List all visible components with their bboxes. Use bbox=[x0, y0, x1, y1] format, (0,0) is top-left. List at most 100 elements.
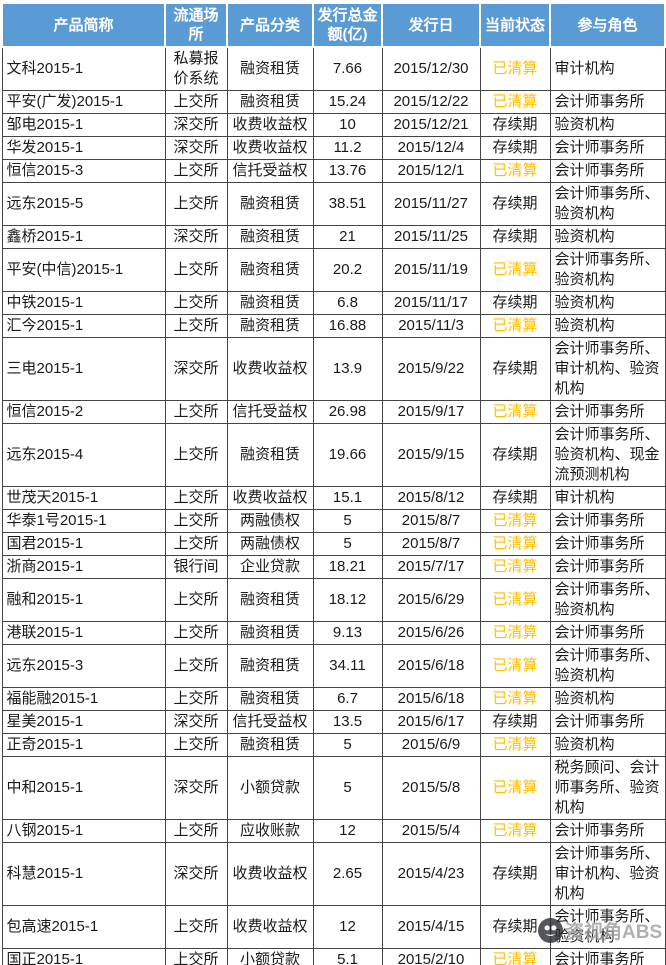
cell-venue: 深交所 bbox=[164, 842, 228, 906]
cell-roles: 验资机构 bbox=[549, 225, 666, 249]
cell-status: 已清算 bbox=[479, 733, 551, 757]
cell-product-name: 平安(广发)2015-1 bbox=[1, 90, 166, 114]
cell-venue: 上交所 bbox=[164, 159, 228, 183]
cell-status: 存续期 bbox=[479, 113, 551, 137]
table-row: 汇今2015-1 上交所 融资租赁 16.88 2015/11/3 已清算 验资… bbox=[1, 314, 666, 338]
cell-venue: 上交所 bbox=[164, 578, 228, 622]
cell-roles: 验资机构 bbox=[549, 113, 666, 137]
cell-venue: 上交所 bbox=[164, 687, 228, 711]
cell-issue-date: 2015/12/21 bbox=[381, 113, 481, 137]
cell-status: 已清算 bbox=[479, 400, 551, 424]
cell-issue-date: 2015/6/18 bbox=[381, 687, 481, 711]
cell-product-name: 包高速2015-1 bbox=[1, 905, 166, 949]
cell-category: 信托受益权 bbox=[226, 159, 314, 183]
table-row: 平安(中信)2015-1 上交所 融资租赁 20.2 2015/11/19 已清… bbox=[1, 248, 666, 292]
cell-category: 收费收益权 bbox=[226, 842, 314, 906]
table-row: 包高速2015-1 上交所 收费收益权 12 2015/4/15 存续期 会计师… bbox=[1, 905, 666, 949]
cell-issue-date: 2015/8/7 bbox=[381, 532, 481, 556]
cell-roles: 会计师事务所 bbox=[549, 948, 666, 965]
col-header-status: 当前状态 bbox=[479, 2, 551, 48]
cell-roles: 会计师事务所、验资机构、现金流预测机构 bbox=[549, 423, 666, 487]
cell-issue-date: 2015/8/12 bbox=[381, 486, 481, 510]
cell-product-name: 中铁2015-1 bbox=[1, 291, 166, 315]
cell-venue: 上交所 bbox=[164, 423, 228, 487]
cell-roles: 会计师事务所 bbox=[549, 509, 666, 533]
cell-amount: 5 bbox=[312, 756, 383, 820]
table-row: 福能融2015-1 上交所 融资租赁 6.7 2015/6/18 已清算 验资机… bbox=[1, 687, 666, 711]
cell-category: 融资租赁 bbox=[226, 225, 314, 249]
cell-venue: 深交所 bbox=[164, 337, 228, 401]
cell-issue-date: 2015/9/15 bbox=[381, 423, 481, 487]
cell-venue: 上交所 bbox=[164, 733, 228, 757]
cell-roles: 会计师事务所 bbox=[549, 136, 666, 160]
cell-product-name: 文科2015-1 bbox=[1, 46, 166, 91]
cell-category: 融资租赁 bbox=[226, 621, 314, 645]
cell-venue: 深交所 bbox=[164, 756, 228, 820]
cell-venue: 上交所 bbox=[164, 291, 228, 315]
cell-venue: 上交所 bbox=[164, 948, 228, 965]
cell-issue-date: 2015/4/23 bbox=[381, 842, 481, 906]
cell-product-name: 汇今2015-1 bbox=[1, 314, 166, 338]
table-row: 华泰1号2015-1 上交所 两融债权 5 2015/8/7 已清算 会计师事务… bbox=[1, 509, 666, 533]
cell-category: 融资租赁 bbox=[226, 423, 314, 487]
cell-roles: 会计师事务所、验资机构 bbox=[549, 578, 666, 622]
cell-status: 已清算 bbox=[479, 46, 551, 91]
cell-amount: 34.11 bbox=[312, 644, 383, 688]
cell-amount: 16.88 bbox=[312, 314, 383, 338]
cell-category: 小额贷款 bbox=[226, 948, 314, 965]
cell-product-name: 福能融2015-1 bbox=[1, 687, 166, 711]
cell-product-name: 世茂天2015-1 bbox=[1, 486, 166, 510]
cell-category: 收费收益权 bbox=[226, 136, 314, 160]
cell-issue-date: 2015/6/17 bbox=[381, 710, 481, 734]
cell-roles: 审计机构 bbox=[549, 486, 666, 510]
table-row: 华发2015-1 深交所 收费收益权 11.2 2015/12/4 存续期 会计… bbox=[1, 136, 666, 160]
cell-product-name: 华泰1号2015-1 bbox=[1, 509, 166, 533]
table-row: 文科2015-1 私募报价系统 融资租赁 7.66 2015/12/30 已清算… bbox=[1, 46, 666, 91]
cell-status: 已清算 bbox=[479, 159, 551, 183]
table-row: 中和2015-1 深交所 小额贷款 5 2015/5/8 已清算 税务顾问、会计… bbox=[1, 756, 666, 820]
cell-product-name: 华发2015-1 bbox=[1, 136, 166, 160]
cell-status: 已清算 bbox=[479, 948, 551, 965]
cell-category: 收费收益权 bbox=[226, 905, 314, 949]
cell-amount: 13.76 bbox=[312, 159, 383, 183]
cell-status: 存续期 bbox=[479, 842, 551, 906]
cell-category: 小额贷款 bbox=[226, 756, 314, 820]
cell-amount: 6.8 bbox=[312, 291, 383, 315]
cell-product-name: 鑫桥2015-1 bbox=[1, 225, 166, 249]
cell-issue-date: 2015/5/8 bbox=[381, 756, 481, 820]
cell-venue: 上交所 bbox=[164, 532, 228, 556]
cell-issue-date: 2015/12/1 bbox=[381, 159, 481, 183]
cell-roles: 会计师事务所、验资机构 bbox=[549, 905, 666, 949]
cell-venue: 上交所 bbox=[164, 400, 228, 424]
cell-issue-date: 2015/5/4 bbox=[381, 819, 481, 843]
cell-status: 存续期 bbox=[479, 136, 551, 160]
cell-venue: 私募报价系统 bbox=[164, 46, 228, 91]
cell-amount: 5 bbox=[312, 733, 383, 757]
cell-category: 融资租赁 bbox=[226, 733, 314, 757]
cell-category: 企业贷款 bbox=[226, 555, 314, 579]
cell-product-name: 星美2015-1 bbox=[1, 710, 166, 734]
cell-venue: 深交所 bbox=[164, 136, 228, 160]
cell-venue: 上交所 bbox=[164, 509, 228, 533]
cell-venue: 上交所 bbox=[164, 90, 228, 114]
cell-venue: 上交所 bbox=[164, 621, 228, 645]
cell-roles: 会计师事务所 bbox=[549, 819, 666, 843]
table-row: 浙商2015-1 银行间 企业贷款 18.21 2015/7/17 已清算 会计… bbox=[1, 555, 666, 579]
cell-product-name: 科慧2015-1 bbox=[1, 842, 166, 906]
cell-status: 已清算 bbox=[479, 555, 551, 579]
cell-status: 存续期 bbox=[479, 225, 551, 249]
cell-roles: 会计师事务所、验资机构 bbox=[549, 248, 666, 292]
table-row: 港联2015-1 上交所 融资租赁 9.13 2015/6/26 已清算 会计师… bbox=[1, 621, 666, 645]
cell-product-name: 中和2015-1 bbox=[1, 756, 166, 820]
cell-venue: 上交所 bbox=[164, 182, 228, 226]
cell-issue-date: 2015/6/26 bbox=[381, 621, 481, 645]
cell-product-name: 邹电2015-1 bbox=[1, 113, 166, 137]
cell-category: 融资租赁 bbox=[226, 248, 314, 292]
cell-roles: 会计师事务所 bbox=[549, 90, 666, 114]
cell-roles: 验资机构 bbox=[549, 314, 666, 338]
cell-status: 已清算 bbox=[479, 90, 551, 114]
cell-issue-date: 2015/9/17 bbox=[381, 400, 481, 424]
cell-venue: 上交所 bbox=[164, 905, 228, 949]
cell-status: 存续期 bbox=[479, 710, 551, 734]
header-row: 产品简称 流通场所 产品分类 发行总金额(亿) 发行日 当前状态 参与角色 bbox=[1, 2, 666, 48]
